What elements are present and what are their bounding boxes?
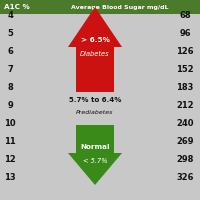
Text: Diabetes: Diabetes: [80, 51, 110, 58]
FancyArrow shape: [68, 125, 122, 185]
Text: 6: 6: [7, 46, 13, 55]
Text: 11: 11: [4, 136, 16, 146]
Text: 7: 7: [7, 64, 13, 73]
Text: 10: 10: [4, 118, 16, 128]
Text: 68: 68: [179, 10, 191, 20]
Text: 126: 126: [176, 46, 194, 55]
Text: 240: 240: [176, 118, 194, 128]
Text: 269: 269: [176, 136, 194, 146]
Text: 5: 5: [7, 28, 13, 38]
Text: Average Blood Sugar mg/dL: Average Blood Sugar mg/dL: [71, 4, 169, 9]
Text: Normal: Normal: [80, 144, 110, 150]
Text: 298: 298: [176, 154, 194, 164]
Text: 5.7% to 6.4%: 5.7% to 6.4%: [69, 97, 121, 103]
Text: 326: 326: [176, 172, 194, 182]
Text: 13: 13: [4, 172, 16, 182]
FancyArrow shape: [68, 7, 122, 92]
Text: Prediabetes: Prediabetes: [76, 110, 114, 114]
Text: 96: 96: [179, 28, 191, 38]
Text: A1C %: A1C %: [4, 4, 30, 10]
Text: < 5.7%: < 5.7%: [83, 158, 107, 164]
Text: 12: 12: [4, 154, 16, 164]
Text: 152: 152: [176, 64, 194, 73]
Text: 4: 4: [7, 10, 13, 20]
Text: 8: 8: [7, 82, 13, 92]
Text: 9: 9: [7, 100, 13, 110]
Text: 183: 183: [176, 82, 194, 92]
Text: > 6.5%: > 6.5%: [81, 36, 109, 43]
Text: 212: 212: [176, 100, 194, 110]
Bar: [0, 0, 200, 14]
